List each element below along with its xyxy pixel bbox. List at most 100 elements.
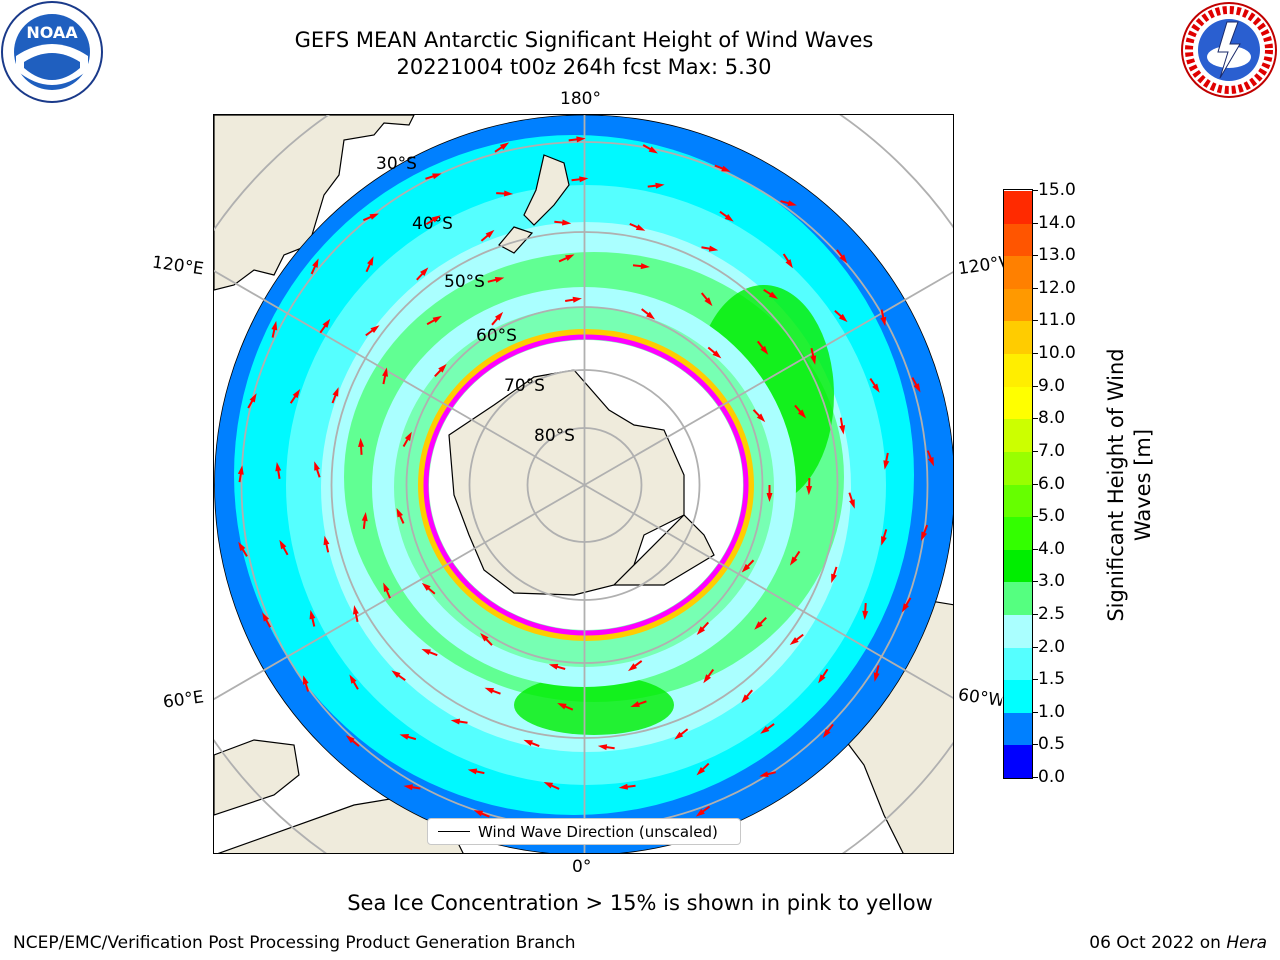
wave-arrow-head	[322, 318, 331, 328]
colorbar-tick-label: 1.0	[1038, 701, 1066, 722]
wave-arrow-head	[838, 313, 848, 323]
wave-arrow-head	[741, 694, 750, 704]
wave-arrow-head	[421, 648, 431, 656]
colorbar-segment	[1004, 223, 1032, 257]
colorbar-segment	[1004, 582, 1032, 615]
lat-label-30s: 30°S	[376, 154, 417, 174]
colorbar-tickmark	[1032, 353, 1038, 355]
wave-arrow-head	[484, 687, 495, 694]
wave-arrow-head	[420, 267, 429, 276]
wave-arrow-head	[249, 393, 257, 403]
wave-arrow-head	[618, 783, 628, 790]
wave-arrow-head	[883, 460, 890, 470]
wave-arrow-head	[881, 536, 887, 546]
colorbar-tick-label: 2.0	[1038, 636, 1066, 657]
colorbar-segment	[1004, 680, 1032, 713]
colorbar-tick-label: 2.5	[1038, 603, 1066, 624]
wave-arrow-head	[271, 320, 278, 331]
wave-arrow-head	[760, 345, 769, 355]
wave-arrow-head	[628, 663, 638, 672]
wave-arrows	[237, 136, 934, 832]
chart-title: GEFS MEAN Antarctic Significant Height o…	[294, 28, 874, 52]
wave-arrow-head	[839, 425, 846, 435]
colorbar-tick-label: 0.0	[1038, 767, 1066, 787]
wave-arrow-head	[572, 296, 582, 303]
wave-arrow-head	[822, 728, 831, 738]
wave-arrow-head	[323, 535, 330, 546]
colorbar-tickmark	[1032, 222, 1038, 224]
wave-arrow-head	[480, 632, 489, 642]
wave-arrow-head	[391, 670, 401, 679]
wave-arrow-head	[358, 437, 365, 447]
wave-arrow-head	[648, 146, 658, 154]
colorbar-segment	[1004, 451, 1032, 485]
sea-ice-note: Sea Ice Concentration > 15% is shown in …	[347, 891, 933, 915]
wave-arrow-head	[494, 311, 504, 321]
colorbar-tickmark	[1032, 646, 1038, 648]
wave-arrow-head	[862, 610, 869, 620]
wave-arrow-head	[640, 263, 650, 270]
wave-arrow-head	[345, 735, 355, 744]
wave-arrow-head	[565, 254, 575, 261]
wave-arrow-head	[920, 531, 928, 542]
wave-arrow-head	[913, 383, 921, 393]
colorbar-segment	[1004, 517, 1032, 550]
colorbar-tick-label: 12.0	[1038, 277, 1076, 298]
wave-arrow-head	[432, 173, 442, 180]
colorbar-tickmark	[1032, 777, 1038, 778]
colorbar-tick-label: 3.0	[1038, 571, 1066, 592]
lon-label-180: 180°	[560, 89, 601, 109]
wave-arrow-head	[724, 213, 734, 222]
colorbar-segment	[1004, 647, 1032, 681]
colorbar-tickmark	[1032, 516, 1038, 518]
wave-arrow-head	[404, 431, 412, 442]
wave-arrow-head	[432, 315, 442, 323]
colorbar-tickmark	[1032, 581, 1038, 583]
wave-arrow-head	[768, 291, 779, 299]
wave-arrow-head	[760, 726, 770, 734]
wave-arrow-head	[352, 605, 359, 615]
wave-arrow-head	[421, 582, 431, 591]
lon-label-120e: 120°E	[150, 252, 205, 280]
lat-label-50s: 50°S	[444, 272, 485, 292]
wave-arrow-head	[238, 541, 246, 552]
colorbar-tickmark	[1032, 613, 1038, 615]
wave-arrow-head	[831, 573, 837, 584]
colorbar-tickmark	[1032, 711, 1038, 713]
colorbar-segment	[1004, 549, 1032, 583]
lat-label-60s: 60°S	[476, 326, 517, 346]
legend-label: Wind Wave Direction (unscaled)	[478, 822, 718, 841]
colorbar-segment	[1004, 321, 1032, 355]
wave-arrow-head	[557, 703, 567, 710]
colorbar-segment	[1004, 712, 1032, 746]
wave-arrow-head	[789, 556, 798, 566]
wave-arrow-head	[901, 603, 909, 613]
colorbar-segment	[1004, 484, 1032, 518]
colorbar-segment	[1004, 191, 1032, 224]
colorbar-segment	[1004, 614, 1032, 648]
colorbar-tickmark	[1032, 548, 1038, 550]
colorbar-tick-label: 0.5	[1038, 734, 1066, 755]
noaa-logo: NOAA	[1, 1, 103, 103]
wave-arrow-head	[704, 297, 713, 307]
wave-arrow-head	[361, 511, 368, 522]
wave-arrow-head	[787, 200, 797, 207]
wave-arrow-head	[708, 245, 719, 252]
colorbar-tickmark	[1032, 483, 1038, 485]
colorbar-tickmark	[1032, 418, 1038, 420]
wave-arrow-head	[349, 674, 357, 684]
wave-arrow-head	[543, 781, 554, 789]
wave-arrow-head	[383, 582, 390, 592]
colorbar-segment	[1004, 745, 1032, 778]
wave-arrow-head	[646, 311, 656, 320]
lon-label-60w: 60°W	[956, 685, 1004, 711]
wave-arrow-head	[766, 492, 773, 502]
wave-arrow-head	[332, 387, 339, 397]
colorbar-tickmark	[1032, 190, 1038, 191]
wave-arrow-head	[839, 254, 848, 264]
colorbar-tick-label: 7.0	[1038, 440, 1066, 461]
colorbar-tickmark	[1032, 744, 1038, 746]
wave-arrow-head	[849, 499, 855, 509]
wave-arrow-head	[797, 409, 807, 419]
wave-arrow-head	[696, 766, 706, 776]
